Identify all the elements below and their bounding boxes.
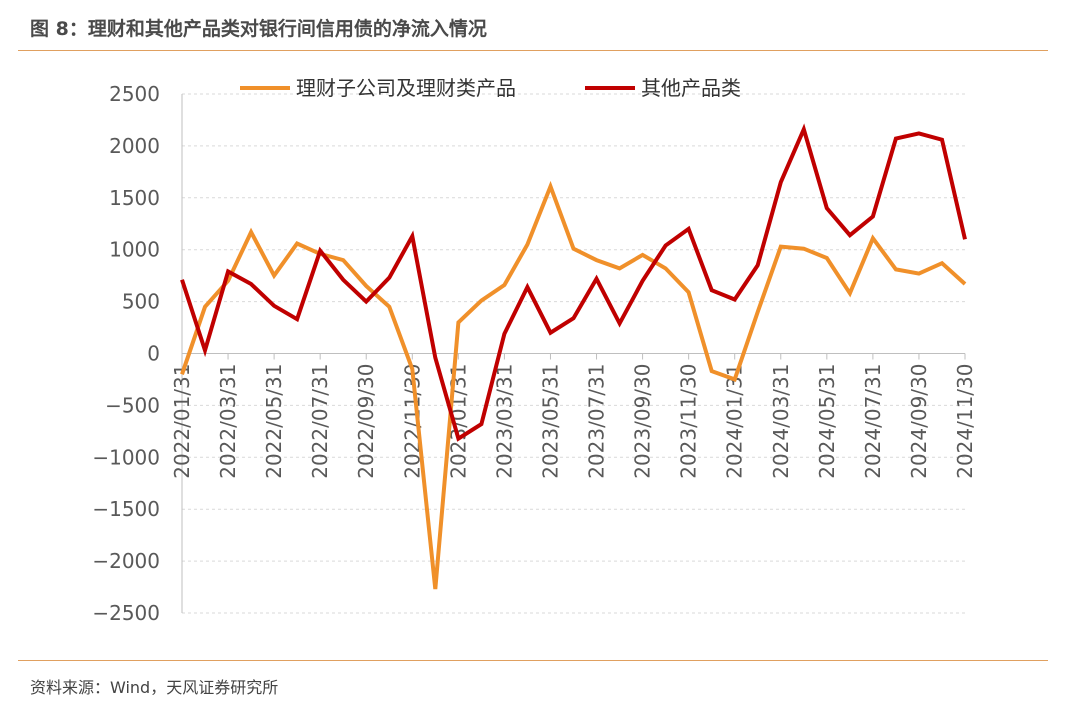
x-tick-label: 2022/03/31 <box>216 364 240 479</box>
y-tick-label: 500 <box>122 290 160 314</box>
x-tick-label: 2024/09/30 <box>907 364 931 479</box>
series-line-1 <box>180 180 967 590</box>
x-tick-label: 2023/09/30 <box>631 364 655 479</box>
y-tick-label: −2500 <box>92 601 160 625</box>
legend-label-2: 其他产品类 <box>641 76 741 100</box>
x-tick-label: 2023/05/31 <box>538 364 562 479</box>
x-tick-label: 2022/01/31 <box>170 364 194 479</box>
x-tick-label: 2024/01/31 <box>723 364 747 479</box>
x-tick-label: 2024/07/31 <box>861 364 885 479</box>
y-tick-label: 1500 <box>109 186 160 210</box>
figure-title: 图 8：理财和其他产品类对银行间信用债的净流入情况 <box>30 18 487 40</box>
x-tick-label: 2024/11/30 <box>953 364 977 479</box>
x-tick-label: 2024/05/31 <box>815 364 839 479</box>
x-tick-label: 2023/03/31 <box>492 364 516 479</box>
y-tick-label: −2000 <box>92 549 160 573</box>
x-tick-label: 2022/05/31 <box>262 364 286 479</box>
top-divider <box>18 50 1048 51</box>
x-tick-label: 2022/07/31 <box>308 364 332 479</box>
x-tick-label: 2024/03/31 <box>769 364 793 479</box>
x-tick-label: 2023/07/31 <box>585 364 609 479</box>
x-tick-label: 2022/09/30 <box>354 364 378 479</box>
series-line-2 <box>180 123 967 442</box>
y-tick-label: 1000 <box>109 238 160 262</box>
y-tick-label: −500 <box>105 393 160 417</box>
x-tick-label: 2023/11/30 <box>677 364 701 479</box>
y-tick-label: −1000 <box>92 445 160 469</box>
legend-label-1: 理财子公司及理财类产品 <box>296 76 516 100</box>
y-tick-label: 0 <box>147 342 160 366</box>
y-tick-label: 2500 <box>109 82 160 106</box>
y-tick-label: 2000 <box>109 134 160 158</box>
y-tick-label: −1500 <box>92 497 160 521</box>
source-note: 资料来源：Wind，天风证券研究所 <box>30 678 279 697</box>
bottom-divider <box>18 660 1048 661</box>
